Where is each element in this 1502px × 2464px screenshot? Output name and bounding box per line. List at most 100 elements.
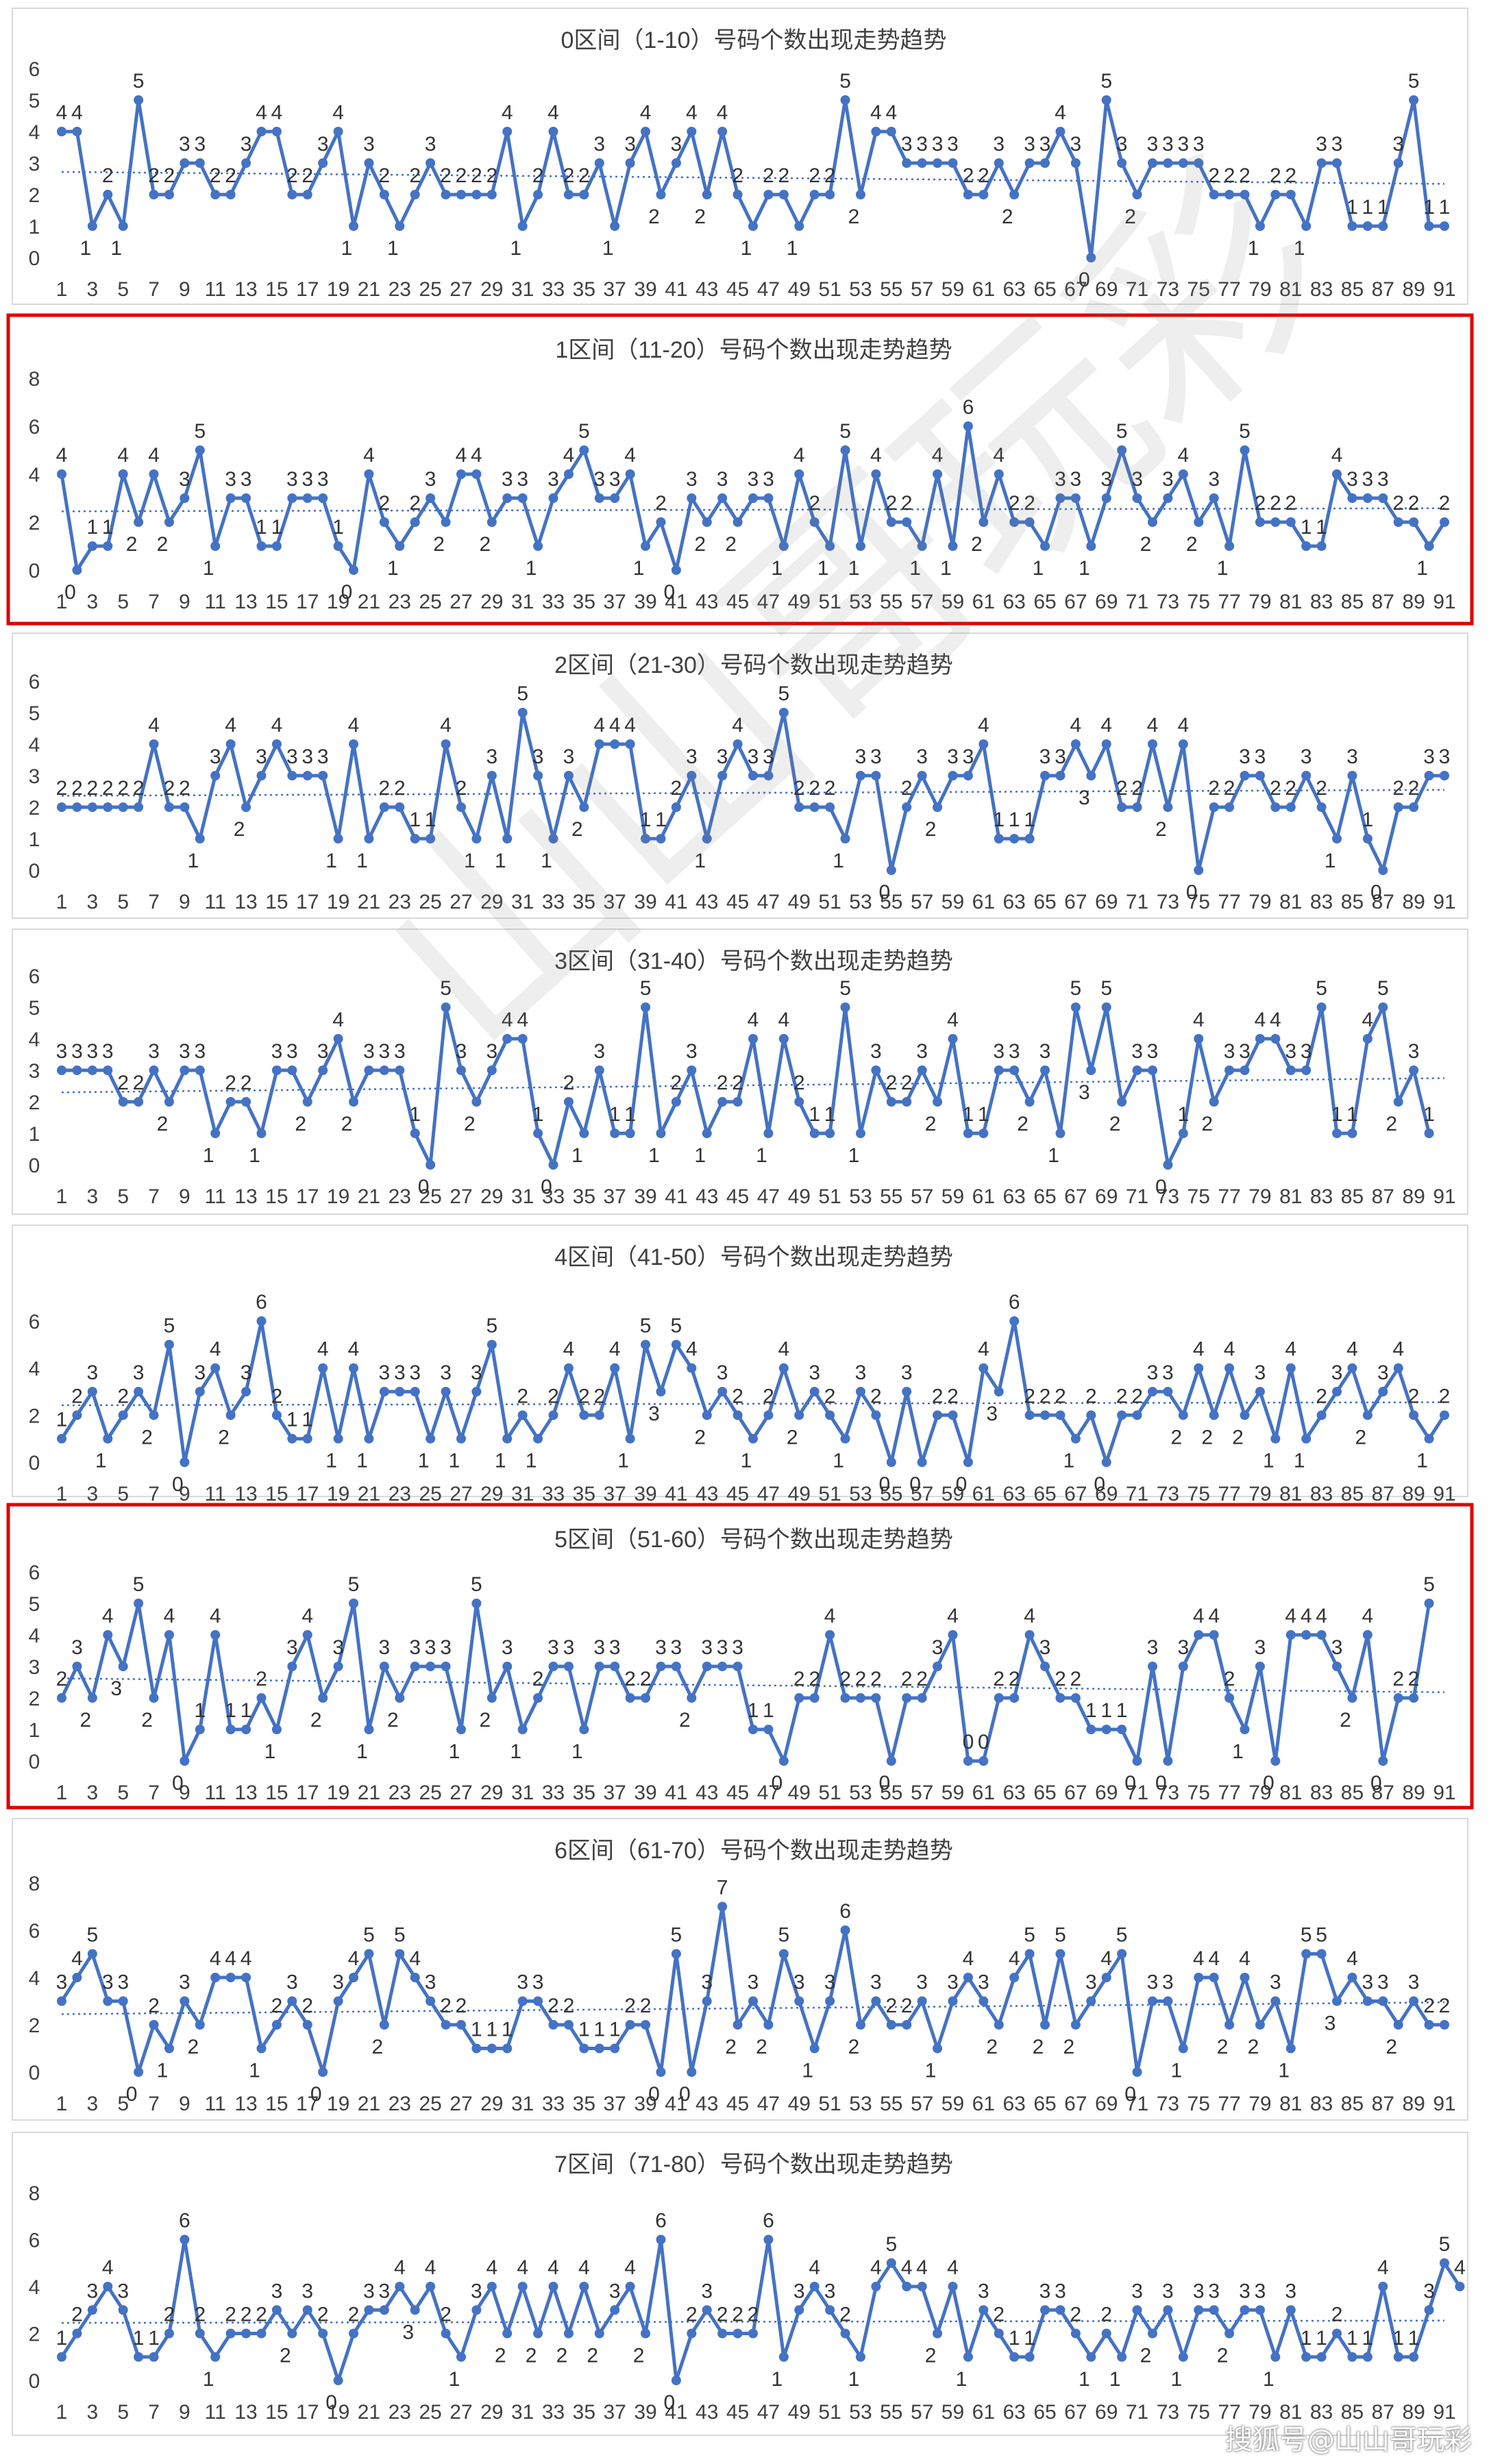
data-point	[778, 1949, 789, 1959]
data-label: 2	[271, 1385, 283, 1407]
x-tick-label: 5	[117, 2093, 129, 2115]
data-point	[225, 493, 236, 503]
data-label: 2	[56, 777, 68, 800]
x-tick-label: 73	[1157, 2093, 1179, 2115]
data-label: 0	[325, 2391, 337, 2414]
data-label: 3	[1408, 1040, 1420, 1063]
data-point	[978, 739, 989, 749]
data-point	[825, 1129, 835, 1138]
data-point	[72, 802, 82, 812]
data-label: 1	[1423, 1103, 1435, 1126]
data-label: 1	[203, 1144, 214, 1167]
x-tick-label: 31	[511, 1185, 534, 1208]
x-tick-label: 77	[1218, 278, 1240, 301]
x-tick-label: 85	[1341, 2401, 1364, 2424]
data-label: 2	[1063, 2036, 1075, 2058]
x-tick-label: 69	[1095, 2401, 1118, 2424]
data-label: 3	[241, 1362, 252, 1384]
data-point	[687, 2067, 697, 2077]
y-tick-label: 1	[29, 216, 40, 238]
data-label: 1	[1263, 2368, 1275, 2391]
data-label: 3	[1085, 1971, 1097, 1994]
data-point	[441, 2328, 451, 2339]
data-label: 2	[732, 1385, 743, 1407]
x-tick-label: 57	[911, 1185, 933, 1208]
chart-title: 3区间（31-40）号码个数出现走势趋势	[554, 948, 953, 974]
data-point	[456, 1433, 466, 1444]
data-point	[241, 802, 251, 812]
data-label: 4	[1208, 1605, 1220, 1627]
data-label: 5	[1116, 1924, 1128, 1947]
data-label: 2	[809, 164, 820, 187]
data-point	[1024, 1949, 1035, 1959]
data-label: 1	[1301, 2327, 1312, 2350]
data-label: 2	[732, 1072, 743, 1094]
data-point	[364, 1433, 374, 1444]
x-tick-label: 43	[695, 2093, 718, 2115]
x-tick-label: 79	[1248, 1782, 1271, 1804]
x-tick-label: 39	[634, 591, 656, 613]
data-point	[963, 1457, 973, 1467]
data-label: 4	[102, 2256, 114, 2279]
data-point	[825, 2305, 835, 2315]
data-label: 2	[1270, 777, 1281, 800]
data-point	[410, 190, 420, 199]
data-label: 3	[855, 746, 867, 768]
data-point	[748, 221, 758, 231]
data-label: 3	[748, 746, 759, 768]
data-label: 3	[717, 1636, 728, 1659]
data-point	[1455, 2282, 1465, 2291]
data-label: 2	[971, 533, 983, 556]
data-point	[241, 2328, 251, 2339]
data-point	[871, 2282, 881, 2291]
x-tick-label: 49	[788, 278, 811, 301]
data-label: 4	[947, 1605, 959, 1627]
data-label: 4	[778, 1009, 790, 1031]
data-point	[963, 1129, 973, 1138]
data-label: 3	[1331, 133, 1343, 156]
x-tick-label: 11	[205, 891, 226, 913]
data-label: 4	[993, 444, 1005, 467]
data-label: 2	[218, 1426, 230, 1449]
y-tick-label: 0	[29, 1751, 40, 1773]
data-point	[1424, 2305, 1434, 2315]
x-tick-label: 27	[450, 278, 472, 301]
data-label: 1	[526, 1450, 537, 1473]
x-tick-label: 47	[757, 2401, 780, 2424]
x-tick-label: 13	[234, 1185, 257, 1208]
data-point	[748, 1996, 758, 2006]
data-point	[625, 1433, 635, 1444]
data-point	[1055, 1949, 1066, 1959]
x-tick-label: 67	[1064, 2401, 1087, 2424]
data-point	[118, 1996, 128, 2006]
data-point	[763, 493, 774, 503]
data-label: 4	[1208, 1947, 1220, 1970]
data-label: 2	[456, 777, 467, 800]
data-label: 4	[71, 101, 83, 124]
data-label: 1	[694, 850, 706, 872]
x-tick-label: 51	[818, 2093, 841, 2115]
data-label: 4	[640, 101, 652, 124]
x-tick-label: 47	[757, 278, 780, 301]
x-tick-label: 29	[480, 891, 503, 913]
data-point	[426, 1662, 436, 1671]
data-label: 3	[440, 1362, 452, 1384]
data-point	[794, 469, 804, 479]
data-label: 3	[1039, 2280, 1051, 2302]
data-point	[271, 739, 282, 749]
x-tick-label: 41	[665, 2093, 687, 2115]
data-point	[840, 1433, 850, 1444]
x-tick-label: 33	[542, 2401, 565, 2424]
data-point	[594, 2328, 604, 2339]
data-label: 1	[1346, 2327, 1358, 2350]
data-point	[594, 1410, 604, 1420]
data-label: 3	[563, 746, 575, 768]
data-point	[687, 1363, 697, 1373]
x-tick-label: 51	[818, 278, 841, 301]
y-tick-label: 0	[29, 2370, 40, 2393]
data-point	[840, 445, 850, 455]
data-label: 1	[1331, 1103, 1343, 1126]
data-label: 2	[80, 1709, 92, 1732]
data-label: 2	[456, 1995, 467, 2017]
data-label: 3	[241, 133, 252, 156]
